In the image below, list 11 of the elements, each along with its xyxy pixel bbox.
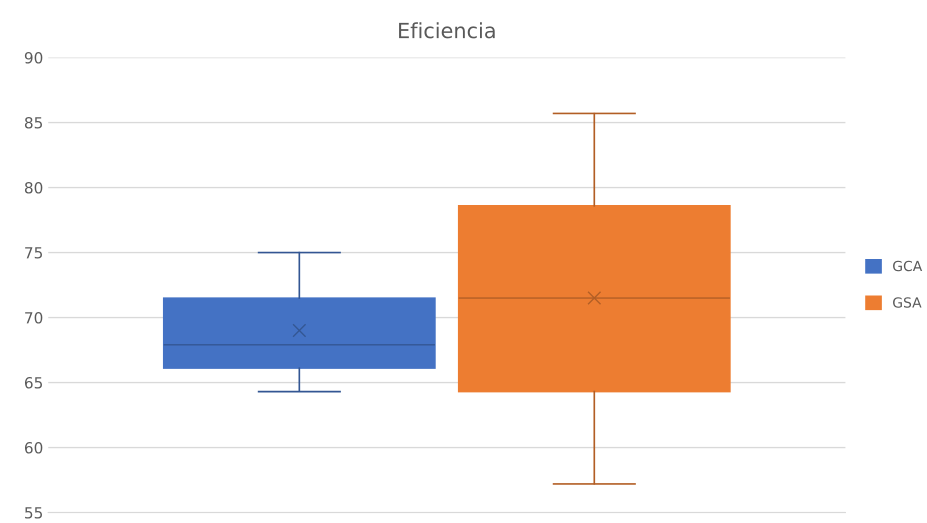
y-tick-label: 80 — [24, 182, 42, 194]
y-tick-label: 55 — [25, 507, 42, 519]
y-tick-label: 85 — [24, 116, 42, 129]
y-tick-label: 90 — [24, 52, 42, 64]
y-tick-label: 65 — [24, 377, 42, 389]
legend-label: GCA — [893, 260, 922, 272]
legend-label: GSA — [893, 297, 922, 308]
y-tick-label: 60 — [24, 442, 42, 454]
y-tick-label: 70 — [25, 312, 42, 324]
y-tick-label: 75 — [25, 247, 42, 259]
chart-title: Eficiencia — [399, 22, 495, 38]
